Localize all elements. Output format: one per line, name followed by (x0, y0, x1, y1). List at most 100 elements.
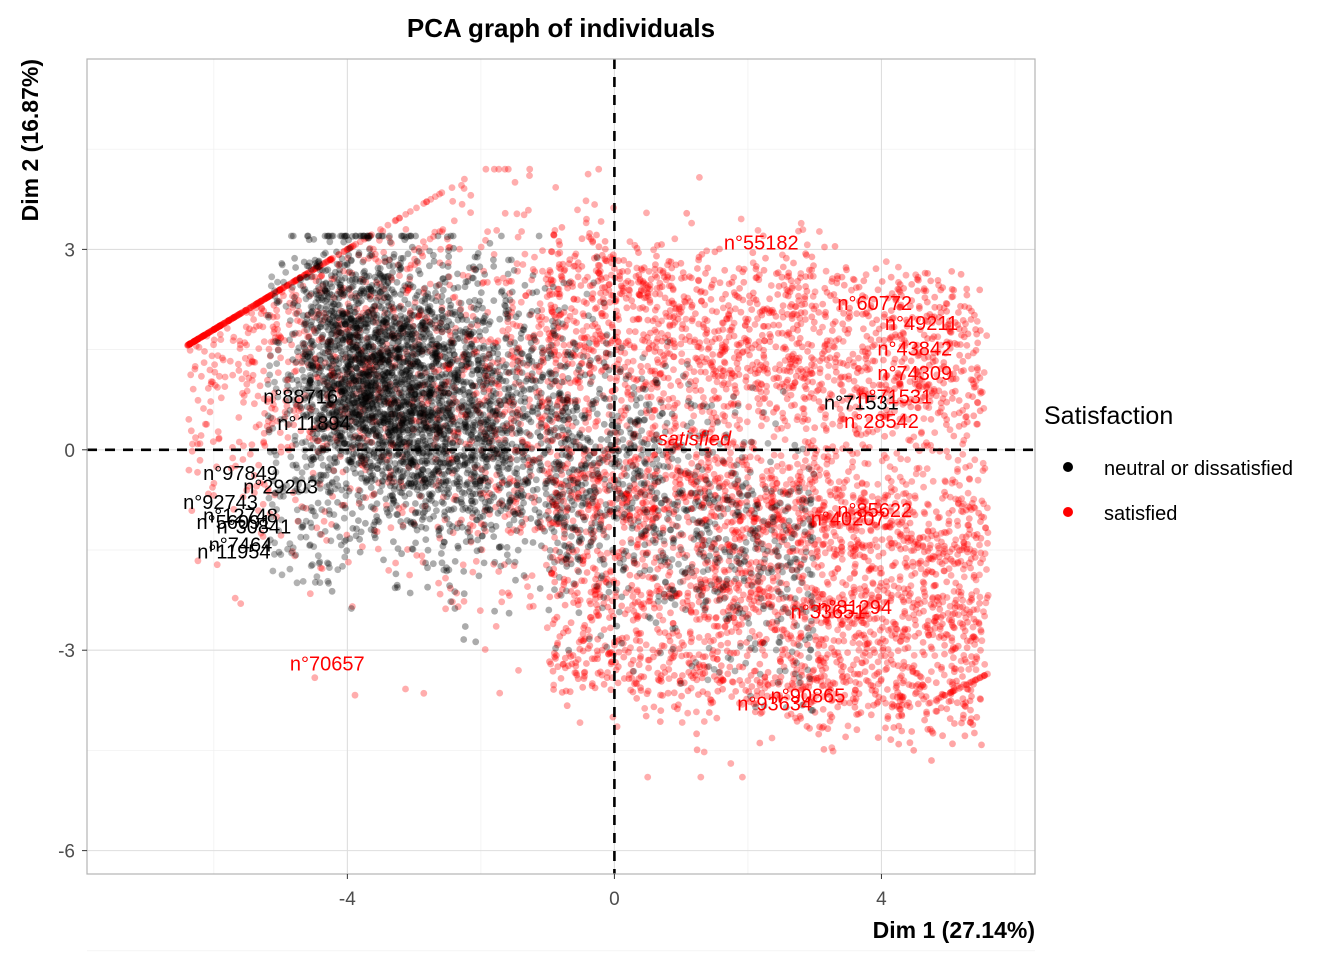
satisfied-point (429, 365, 437, 373)
satisfied-point (683, 597, 691, 605)
satisfied-point (590, 364, 598, 372)
satisfied-point (947, 572, 955, 579)
satisfied-point (748, 627, 756, 635)
satisfied-point (766, 400, 774, 407)
satisfied-point (824, 581, 832, 588)
satisfied-point (452, 436, 459, 443)
satisfied-point (899, 613, 906, 620)
satisfied-point (838, 373, 845, 381)
satisfied-point (494, 359, 501, 367)
satisfied-point (384, 221, 392, 229)
satisfied-point (608, 259, 615, 267)
satisfied-point (544, 271, 552, 279)
satisfied-point (874, 502, 882, 509)
satisfied-point (631, 344, 638, 352)
satisfied-point (832, 532, 839, 540)
satisfied-point (736, 285, 743, 292)
satisfied-point (406, 571, 413, 579)
satisfied-point (229, 454, 237, 462)
satisfied-point (740, 591, 747, 599)
satisfied-point (420, 200, 428, 207)
satisfied-point (618, 602, 626, 610)
satisfied-point (200, 332, 208, 339)
satisfied-point (464, 333, 471, 341)
satisfied-point (606, 510, 613, 518)
satisfied-point (219, 356, 227, 364)
satisfied-point (820, 453, 828, 461)
satisfied-point (670, 366, 677, 374)
satisfied-point (355, 251, 363, 259)
satisfied-point (361, 235, 368, 243)
satisfied-point (585, 425, 593, 433)
satisfied-point (787, 476, 794, 483)
satisfied-point (535, 313, 542, 320)
satisfied-point (875, 668, 883, 676)
satisfied-point (934, 333, 942, 341)
satisfied-point (894, 493, 901, 500)
satisfied-point (529, 602, 537, 610)
satisfied-point (937, 693, 945, 701)
satisfied-point (349, 242, 356, 250)
satisfied-point (631, 430, 639, 438)
satisfied-point (929, 594, 937, 601)
satisfied-point (662, 475, 670, 483)
satisfied-point (555, 312, 563, 319)
satisfied-point (747, 588, 755, 596)
satisfied-point (811, 633, 819, 640)
satisfied-point (536, 330, 544, 338)
satisfied-point (215, 323, 223, 331)
satisfied-point (911, 511, 919, 519)
satisfied-point (231, 313, 238, 321)
satisfied-point (721, 266, 729, 274)
satisfied-point (207, 378, 215, 386)
satisfied-point (295, 308, 303, 315)
satisfied-point (773, 382, 780, 389)
satisfied-point (954, 517, 961, 525)
satisfied-point (675, 551, 683, 559)
satisfied-point (891, 539, 899, 547)
satisfied-point (252, 304, 260, 312)
satisfied-point (446, 281, 454, 289)
satisfied-point (547, 474, 555, 481)
satisfied-point (235, 367, 243, 374)
satisfied-point (736, 416, 743, 424)
satisfied-point (892, 374, 900, 381)
satisfied-point (420, 325, 427, 333)
satisfied-point (427, 195, 435, 203)
satisfied-point (387, 273, 395, 281)
satisfied-point (849, 552, 857, 560)
satisfied-point (911, 494, 919, 502)
satisfied-point (326, 256, 334, 264)
satisfied-point (377, 387, 384, 395)
satisfied-point (963, 342, 971, 349)
satisfied-point (933, 534, 941, 542)
satisfied-point (235, 438, 243, 446)
satisfied-point (426, 280, 434, 288)
satisfied-point (363, 234, 371, 241)
satisfied-point (535, 422, 543, 430)
satisfied-point (403, 265, 411, 273)
satisfied-point (384, 397, 392, 405)
satisfied-point (812, 488, 819, 496)
satisfied-point (898, 519, 906, 526)
satisfied-point (277, 286, 284, 293)
satisfied-point (952, 665, 959, 673)
satisfied-point (454, 520, 462, 527)
satisfied-point (715, 394, 723, 402)
satisfied-point (406, 264, 414, 272)
satisfied-point (705, 375, 713, 382)
satisfied-point (387, 468, 395, 475)
satisfied-point (695, 634, 703, 641)
satisfied-point (604, 451, 612, 459)
satisfied-point (903, 562, 911, 569)
satisfied-point (938, 560, 946, 568)
satisfied-point (415, 312, 423, 320)
satisfied-point (973, 364, 981, 372)
satisfied-point (583, 569, 591, 576)
satisfied-point (697, 368, 705, 376)
satisfied-point (552, 356, 560, 363)
satisfied-point (587, 462, 595, 469)
satisfied-point (422, 419, 430, 426)
satisfied-point (902, 554, 910, 562)
satisfied-point (545, 516, 553, 523)
